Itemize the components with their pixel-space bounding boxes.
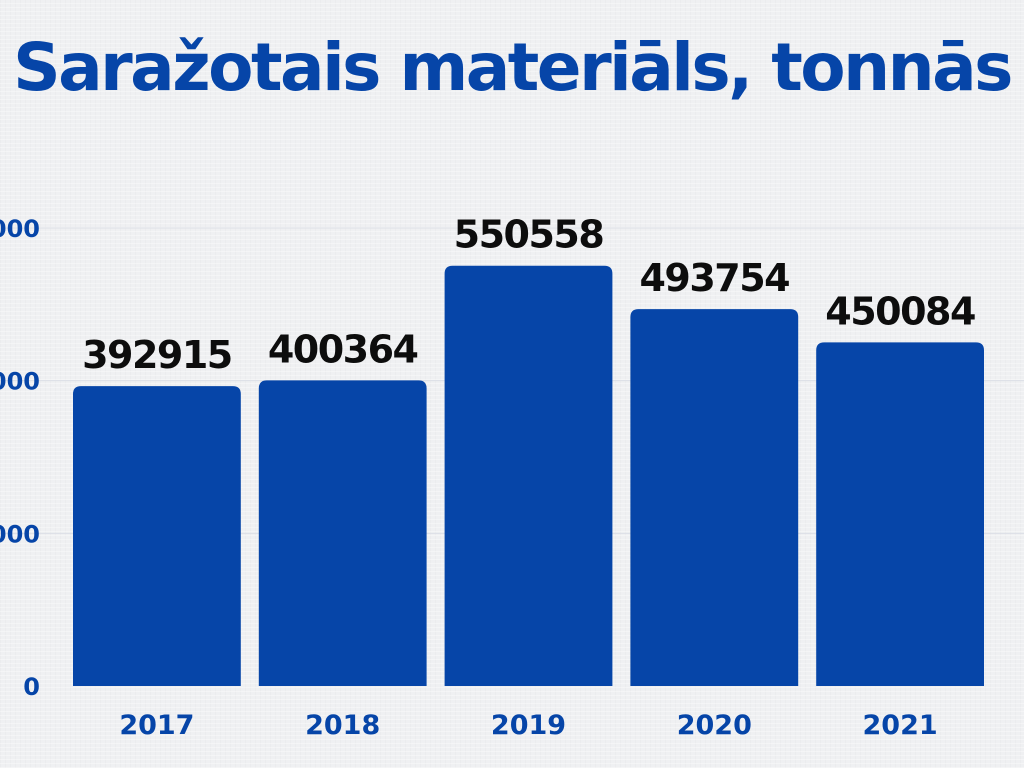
value-label-2017: 392915 bbox=[82, 333, 232, 377]
y-tick-label: 600000 bbox=[0, 215, 40, 243]
chart-title: Saražotais materiāls, tonnās bbox=[13, 29, 1013, 106]
y-tick-label: 0 bbox=[23, 673, 40, 701]
value-label-2020: 493754 bbox=[639, 256, 789, 300]
x-axis-category-labels: 2017 2018 2019 2020 2021 bbox=[119, 710, 937, 741]
bar-2017 bbox=[73, 386, 241, 686]
value-label-2019: 550558 bbox=[454, 213, 604, 257]
value-labels: 392915 400364 550558 493754 450084 bbox=[82, 213, 976, 377]
x-category-label: 2019 bbox=[491, 710, 566, 741]
bar-2021 bbox=[816, 342, 984, 686]
x-category-label: 2020 bbox=[677, 710, 752, 741]
bar-2018 bbox=[258, 380, 427, 686]
bar-2019 bbox=[444, 265, 613, 686]
x-category-label: 2021 bbox=[863, 710, 938, 741]
bar-2020 bbox=[630, 309, 799, 686]
x-category-label: 2017 bbox=[119, 710, 194, 741]
y-tick-label: 200000 bbox=[0, 520, 40, 548]
x-category-label: 2018 bbox=[305, 710, 380, 741]
value-label-2021: 450084 bbox=[825, 289, 975, 333]
bars bbox=[73, 265, 984, 686]
value-label-2018: 400364 bbox=[268, 327, 418, 371]
